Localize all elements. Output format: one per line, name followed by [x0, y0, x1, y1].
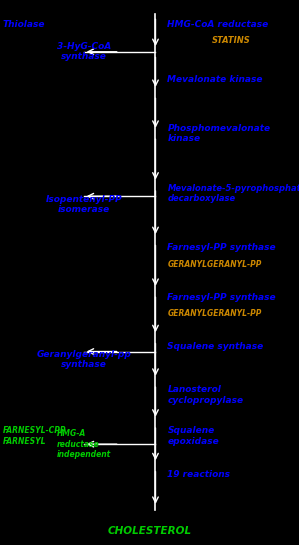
- Text: Farnesyl-PP synthase: Farnesyl-PP synthase: [167, 244, 276, 252]
- Text: Thiolase: Thiolase: [3, 20, 45, 29]
- Text: 3-HyG-CoA
synthase: 3-HyG-CoA synthase: [57, 42, 111, 62]
- Text: GERANYLGERANYL-PP: GERANYLGERANYL-PP: [167, 260, 262, 269]
- Text: Geranylgeranyl-pp
synthase: Geranylgeranyl-pp synthase: [36, 350, 131, 370]
- Text: STATINS: STATINS: [212, 37, 251, 45]
- Text: CHOLESTEROL: CHOLESTEROL: [107, 526, 192, 536]
- Text: Mevalonate-5-pyrophosphate
decarboxylase: Mevalonate-5-pyrophosphate decarboxylase: [167, 184, 299, 203]
- Text: Isopentenyl-PP
isomerase: Isopentenyl-PP isomerase: [45, 195, 122, 214]
- Text: Phosphomevalonate
kinase: Phosphomevalonate kinase: [167, 124, 271, 143]
- Text: Lanosterol
cyclopropylase: Lanosterol cyclopropylase: [167, 385, 244, 405]
- Text: FARNESYL-CPP
FARNESYL: FARNESYL-CPP FARNESYL: [3, 426, 66, 446]
- Text: Farnesyl-PP synthase: Farnesyl-PP synthase: [167, 293, 276, 301]
- Text: HMG-CoA reductase: HMG-CoA reductase: [167, 20, 269, 29]
- Text: GERANYLGERANYL-PP: GERANYLGERANYL-PP: [167, 309, 262, 318]
- Text: Mevalonate kinase: Mevalonate kinase: [167, 75, 263, 83]
- Text: Squalene synthase: Squalene synthase: [167, 342, 264, 350]
- Text: Squalene
epoxidase: Squalene epoxidase: [167, 426, 219, 446]
- Text: HMG-A
reductase
independent: HMG-A reductase independent: [57, 429, 111, 459]
- Text: 19 reactions: 19 reactions: [167, 470, 231, 479]
